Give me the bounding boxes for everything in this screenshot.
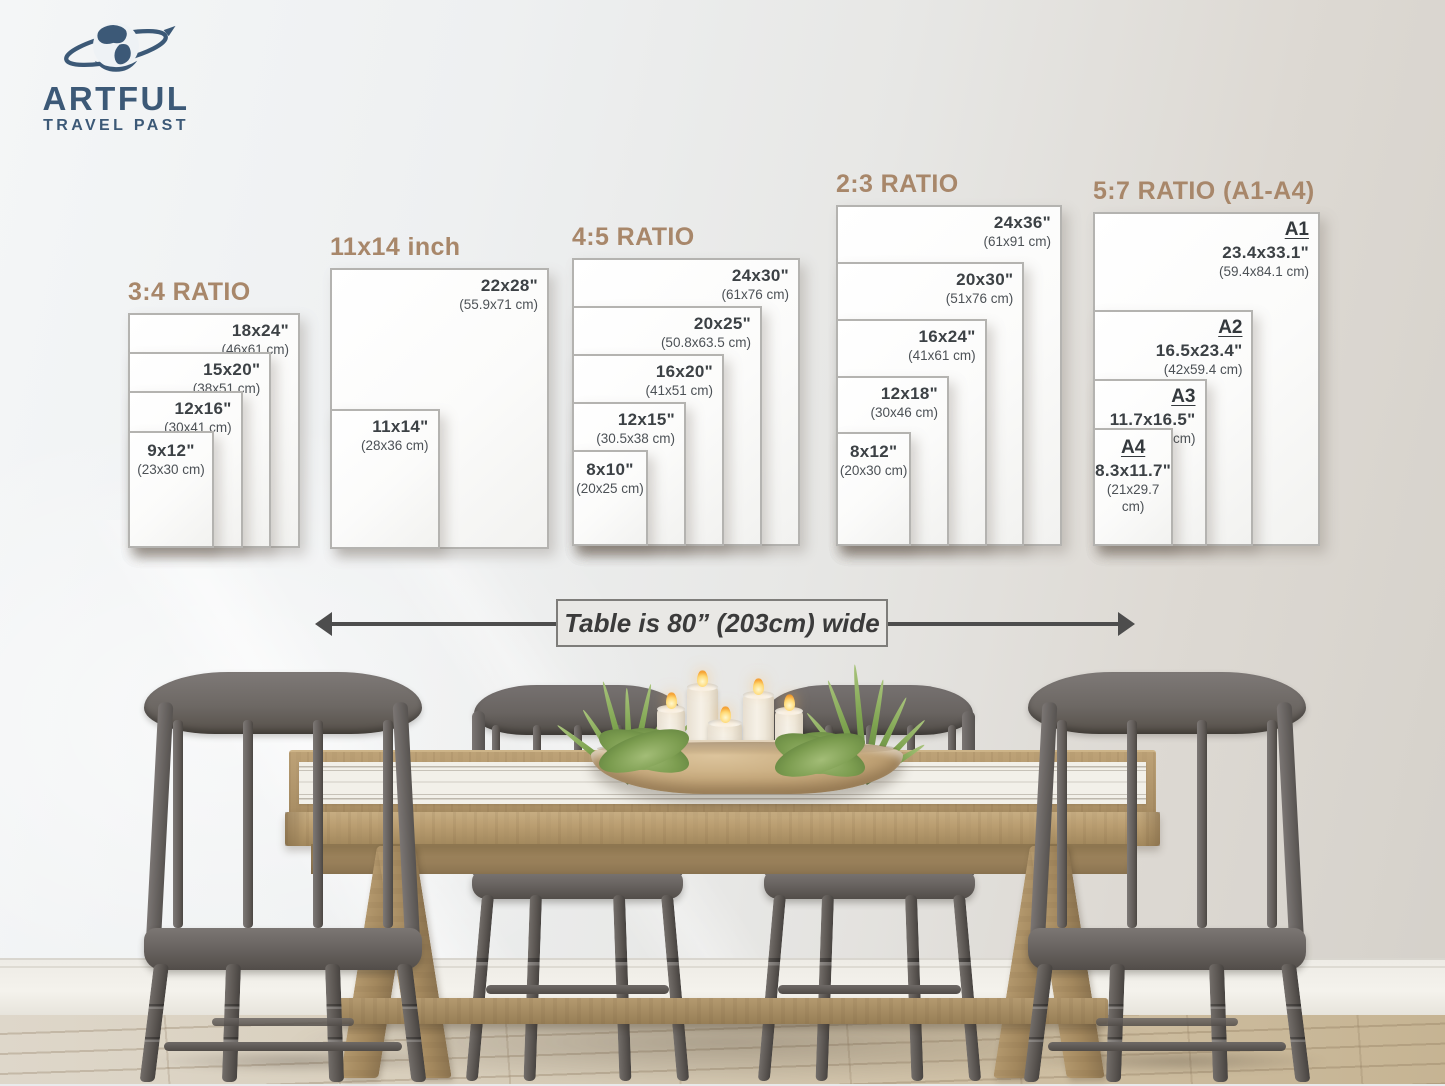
dining-chair-front-left (138, 672, 428, 1084)
size-rect-11x14: 11x14" (28x36 cm) (330, 408, 440, 549)
chair-spindles (172, 720, 394, 928)
size-label: 12x15" (30.5x38 cm) (596, 410, 675, 446)
panel-title: 11x14 inch (330, 233, 461, 261)
chair-crest-rail (1027, 672, 1307, 734)
spindle (383, 720, 394, 928)
chair-shadow (150, 1048, 450, 1074)
size-label: 16x20" (41x51 cm) (645, 362, 713, 398)
size-label: 12x18" (30x46 cm) (870, 383, 938, 420)
globe-icon (64, 22, 176, 72)
chair-seat (1028, 928, 1306, 970)
size-label: 8x10" (20x25 cm) (576, 460, 644, 497)
brand-tagline: TRAVEL PAST (43, 117, 189, 134)
chair-leg (1281, 964, 1311, 1082)
chair-leg (139, 964, 169, 1082)
brand-logo: ARTFUL TRAVEL PAST (16, 14, 216, 136)
size-label: 22x28" (55.9x71 cm) (459, 276, 538, 312)
size-rect-9x12: 9x12" (23x30 cm) (128, 430, 214, 548)
succulent (607, 728, 681, 770)
table-stretcher (337, 998, 1108, 1024)
spindle (172, 720, 183, 928)
size-label: 16x24" (41x61 cm) (908, 326, 976, 363)
chair-stretcher (164, 1042, 402, 1051)
size-label: 24x30" (61x76 cm) (721, 266, 789, 302)
size-label: A1 23.4x33.1" (59.4x84.1 cm) (1218, 219, 1309, 279)
chair-stretcher (778, 985, 961, 994)
spindle (242, 720, 253, 928)
size-panel-3-4: 3:4 RATIO 18x24" (46x61 cm) 15x20" (38x5… (128, 278, 300, 548)
panel-title: 5:7 RATIO (A1-A4) (1093, 177, 1315, 205)
spindle (313, 720, 324, 928)
size-label: 9x12" (23x30 cm) (137, 440, 205, 477)
size-label: 24x36" (61x91 cm) (983, 213, 1051, 249)
chair-stretcher (212, 1018, 354, 1026)
candle-flame (753, 678, 764, 695)
size-label: 20x25" (50.8x63.5 cm) (660, 314, 751, 351)
candle-flame (665, 692, 677, 709)
candle-flame (697, 670, 708, 687)
candle-flame (783, 694, 795, 711)
size-label: A4 8.3x11.7" (21x29.7 cm) (1095, 437, 1172, 515)
dining-chair-front-right (1022, 672, 1312, 1084)
panel-title: 3:4 RATIO (128, 278, 251, 306)
chair-seat (144, 928, 422, 970)
spindle (1056, 720, 1067, 928)
size-rect-8x12: 8x12" (20x30 cm) (836, 432, 912, 546)
size-rect-8x10: 8x10" (20x25 cm) (572, 450, 648, 546)
chair-stretcher (1096, 1018, 1238, 1026)
spindle (1267, 720, 1278, 928)
spindle (1197, 720, 1208, 928)
size-panel-4-5: 4:5 RATIO 24x30" (61x76 cm) 20x25" (50.8… (572, 223, 800, 546)
size-label: 20x30" (51x76 cm) (945, 269, 1014, 306)
chair-seat (764, 871, 975, 899)
chair-post (1276, 701, 1304, 941)
table-centerpiece (545, 638, 955, 808)
chair-post (392, 701, 420, 941)
size-rect-a4: A4 8.3x11.7" (21x29.7 cm) (1093, 428, 1174, 546)
table-width-label: Table is 80” (203cm) wide (556, 599, 888, 647)
chair-post (146, 701, 174, 941)
size-label: 11x14" (28x36 cm) (360, 416, 429, 453)
panel-title: 2:3 RATIO (836, 170, 959, 198)
panel-title: 4:5 RATIO (572, 223, 695, 251)
brand-name: ARTFUL (42, 80, 190, 117)
size-panel-2-3: 2:3 RATIO 24x36" (61x91 cm) 20x30" (51x7… (836, 170, 1062, 546)
chair-stretcher (1048, 1042, 1286, 1051)
chair-leg (1023, 964, 1053, 1082)
succulent (783, 732, 857, 774)
candle-flame (719, 706, 731, 723)
chair-leg (397, 964, 427, 1082)
size-label: A2 16.5x23.4" (42x59.4 cm) (1155, 317, 1243, 378)
chair-post (1030, 701, 1058, 941)
size-label: 12x16" (30x41 cm) (164, 399, 232, 436)
size-label: 8x12" (20x30 cm) (839, 442, 908, 479)
spindle (1126, 720, 1137, 928)
size-panel-5-7: 5:7 RATIO (A1-A4) A1 23.4x33.1" (59.4x84… (1093, 177, 1320, 546)
chair-spindles (1056, 720, 1278, 928)
size-panel-11x14: 11x14 inch 22x28" (55.9x71 cm) 11x14" (2… (330, 233, 549, 549)
